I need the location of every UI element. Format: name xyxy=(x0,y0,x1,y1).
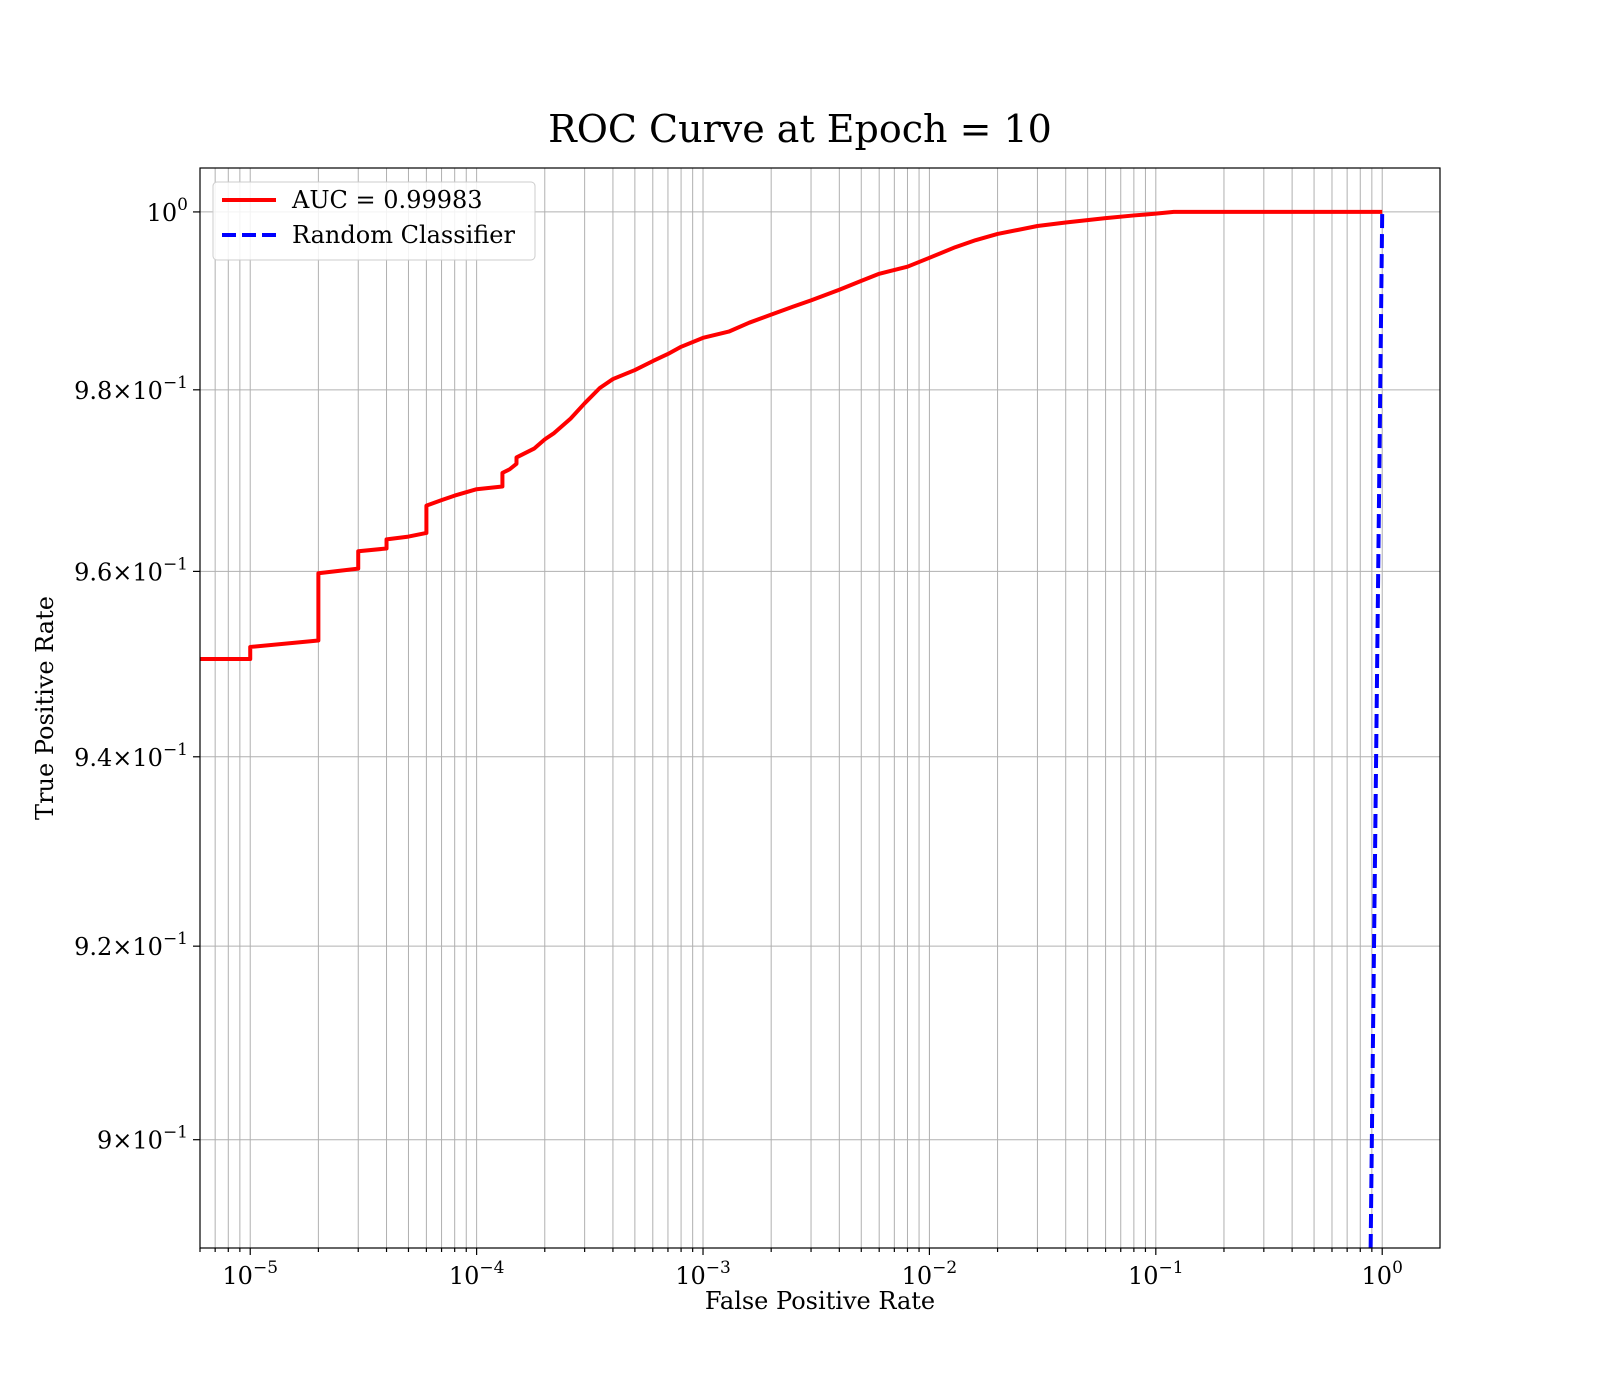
x-tick-label: 10−3 xyxy=(675,1258,731,1290)
x-tick-exponent: −2 xyxy=(932,1258,957,1278)
y-tick-exponent: −1 xyxy=(163,373,188,393)
y-tick-label: 100 xyxy=(147,195,188,227)
y-axis-label: True Positive Rate xyxy=(31,596,59,820)
x-tick-base: 10 xyxy=(1128,1262,1159,1290)
x-tick-label: 10−4 xyxy=(449,1258,505,1290)
x-tick-exponent: −1 xyxy=(1159,1258,1184,1278)
y-tick-exponent: −1 xyxy=(163,554,188,574)
y-tick-exponent: −1 xyxy=(163,1123,188,1143)
y-tick-label: 9.8×10−1 xyxy=(74,373,188,405)
x-tick-base: 10 xyxy=(675,1262,706,1290)
y-tick-label: 9.4×10−1 xyxy=(74,740,188,772)
series-layer xyxy=(200,209,1385,1249)
legend-frame xyxy=(212,181,536,261)
y-tick-exponent: −1 xyxy=(163,929,188,949)
series-line-auc xyxy=(200,209,1383,661)
legend-label-random-classifier: Random Classifier xyxy=(292,221,515,249)
x-tick-label: 100 xyxy=(1362,1258,1403,1290)
grid-layer xyxy=(199,168,1440,1248)
y-tick-base: 9.8×10 xyxy=(74,377,163,405)
x-tick-exponent: −3 xyxy=(706,1258,731,1278)
y-tick-label: 9×10−1 xyxy=(97,1123,188,1155)
y-tick-base: 9.4×10 xyxy=(74,744,163,772)
x-tick-base: 10 xyxy=(902,1262,933,1290)
x-tick-label: 10−2 xyxy=(902,1258,958,1290)
y-tick-base: 9.6×10 xyxy=(74,558,163,586)
y-tick-base: 9.2×10 xyxy=(74,933,163,961)
x-tick-base: 10 xyxy=(222,1262,253,1290)
chart-title: ROC Curve at Epoch = 10 xyxy=(548,107,1052,151)
x-tick-label: 10−1 xyxy=(1128,1258,1184,1290)
y-tick-base: 9×10 xyxy=(97,1127,163,1155)
y-tick-exponent: 0 xyxy=(177,195,188,215)
y-tick-base: 10 xyxy=(147,199,178,227)
x-tick-label: 10−5 xyxy=(222,1258,278,1290)
y-tick-exponent: −1 xyxy=(163,740,188,760)
x-tick-exponent: −5 xyxy=(253,1258,278,1278)
x-tick-base: 10 xyxy=(449,1262,480,1290)
tick-layer: 1009.8×10−19.6×10−19.4×10−19.2×10−19×10−… xyxy=(74,195,1403,1290)
plot-frame xyxy=(199,167,1441,1249)
legend-label-auc: AUC = 0.99983 xyxy=(291,186,483,214)
legend: AUC = 0.99983 Random Classifier xyxy=(212,181,536,261)
x-tick-exponent: −4 xyxy=(479,1258,504,1278)
y-tick-label: 9.2×10−1 xyxy=(74,929,188,961)
x-axis-label: False Positive Rate xyxy=(705,1287,935,1315)
y-tick-label: 9.6×10−1 xyxy=(74,554,188,586)
x-tick-exponent: 0 xyxy=(1392,1258,1403,1278)
series-line-random-classifier xyxy=(1368,211,1385,1249)
x-tick-base: 10 xyxy=(1362,1262,1393,1290)
